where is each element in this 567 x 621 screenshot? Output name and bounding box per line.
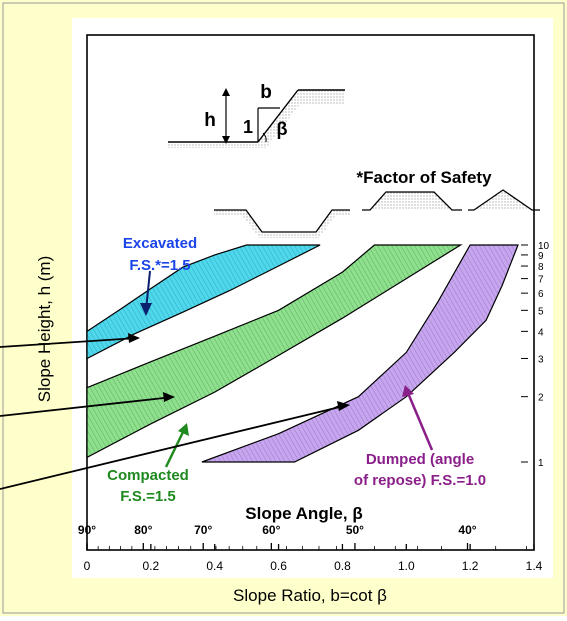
compacted-label-line1: Compacted [107, 467, 189, 484]
angle-tick-label: 40° [458, 523, 476, 537]
embankment-sketches [214, 189, 540, 238]
dumped-label-line1: Dumped (angle [366, 451, 474, 468]
slope-ratio-title: Slope Ratio, b=cot β [233, 586, 387, 605]
dumped-fill-outline [468, 189, 540, 211]
angle-tick-label: 90° [78, 523, 96, 537]
dumped-fill-sketch [474, 190, 532, 210]
angle-tick-label: 80° [134, 523, 152, 537]
inset-beta-label: β [277, 119, 288, 139]
excavated-callout-head [140, 303, 152, 316]
compacted-fill-sketch [370, 192, 452, 210]
height-tick-label: 6 [538, 289, 544, 300]
ratio-tick-label: 0.2 [143, 559, 160, 573]
height-tick-label: 10 [538, 241, 550, 252]
slope-height-title: Slope Height, h (m) [35, 256, 54, 402]
axes-ticks: 0 0.2 0.4 0.6 0.8 1.0 1.2 1.4 90° 80° 70° 60° 50° 40°… [78, 241, 550, 573]
pointer-line-dumped [0, 404, 349, 490]
inset-angle-arc [262, 132, 267, 143]
compacted-fill-outline [362, 191, 462, 211]
excavated-label-line2: F.S.*=1.5 [129, 257, 190, 274]
height-tick-label: 1 [538, 458, 544, 469]
compacted-callout-head [178, 423, 189, 436]
height-tick-label: 9 [538, 251, 544, 262]
angle-tick-label: 50° [346, 523, 364, 537]
inset-slope-line [257, 89, 299, 143]
inset-b-label: b [260, 82, 272, 103]
height-tick-label: 8 [538, 262, 544, 273]
ratio-tick-label: 0.6 [270, 559, 287, 573]
ratio-tick-label: 1.4 [526, 559, 543, 573]
inset-ratio-lines [257, 107, 280, 142]
ratio-tick-label: 0.4 [206, 559, 223, 573]
height-tick-label: 2 [538, 393, 544, 404]
dumped-label-line2: of repose) F.S.=1.0 [354, 472, 486, 489]
slope-angle-title: Slope Angle, β [245, 504, 362, 523]
factor-of-safety-note: *Factor of Safety [356, 168, 492, 187]
height-tick-label: 7 [538, 275, 544, 286]
pointer-line-excavated [0, 337, 139, 348]
series-bands [86, 244, 519, 463]
callout-arrows [0, 270, 434, 490]
ratio-tick-label: 1.0 [398, 559, 415, 573]
ratio-tick-label: 0.8 [334, 559, 351, 573]
compacted-callout-arrow [164, 429, 186, 468]
pointer-line-compacted [0, 396, 174, 417]
excavated-label-line1: Excavated [123, 235, 197, 252]
excavated-band [86, 244, 321, 360]
dumped-callout-arrow [406, 392, 434, 451]
plot-frame [86, 34, 535, 551]
pointer-head-dumped [337, 401, 350, 411]
slide-border [2, 2, 565, 614]
excavation-sketch [214, 210, 350, 238]
compacted-band [86, 244, 463, 459]
height-tick-label: 4 [538, 327, 544, 338]
compacted-label-line2: F.S.=1.5 [120, 488, 175, 505]
slope-geometry-inset: h b 1 β [168, 82, 345, 148]
pointer-head-compacted [163, 392, 175, 402]
angle-tick-label: 60° [262, 523, 280, 537]
ratio-tick-label: 1.2 [462, 559, 479, 573]
dumped-band [201, 244, 519, 463]
pointer-head-excavated [128, 333, 140, 343]
dumped-callout-head [402, 385, 414, 397]
height-tick-label: 3 [538, 354, 544, 365]
angle-tick-label: 70° [194, 523, 212, 537]
inset-one-label: 1 [243, 117, 253, 137]
inset-h-label: h [204, 110, 216, 131]
ratio-tick-label: 0 [84, 559, 91, 573]
height-tick-label: 5 [538, 306, 544, 317]
excavation-outline [214, 209, 350, 233]
